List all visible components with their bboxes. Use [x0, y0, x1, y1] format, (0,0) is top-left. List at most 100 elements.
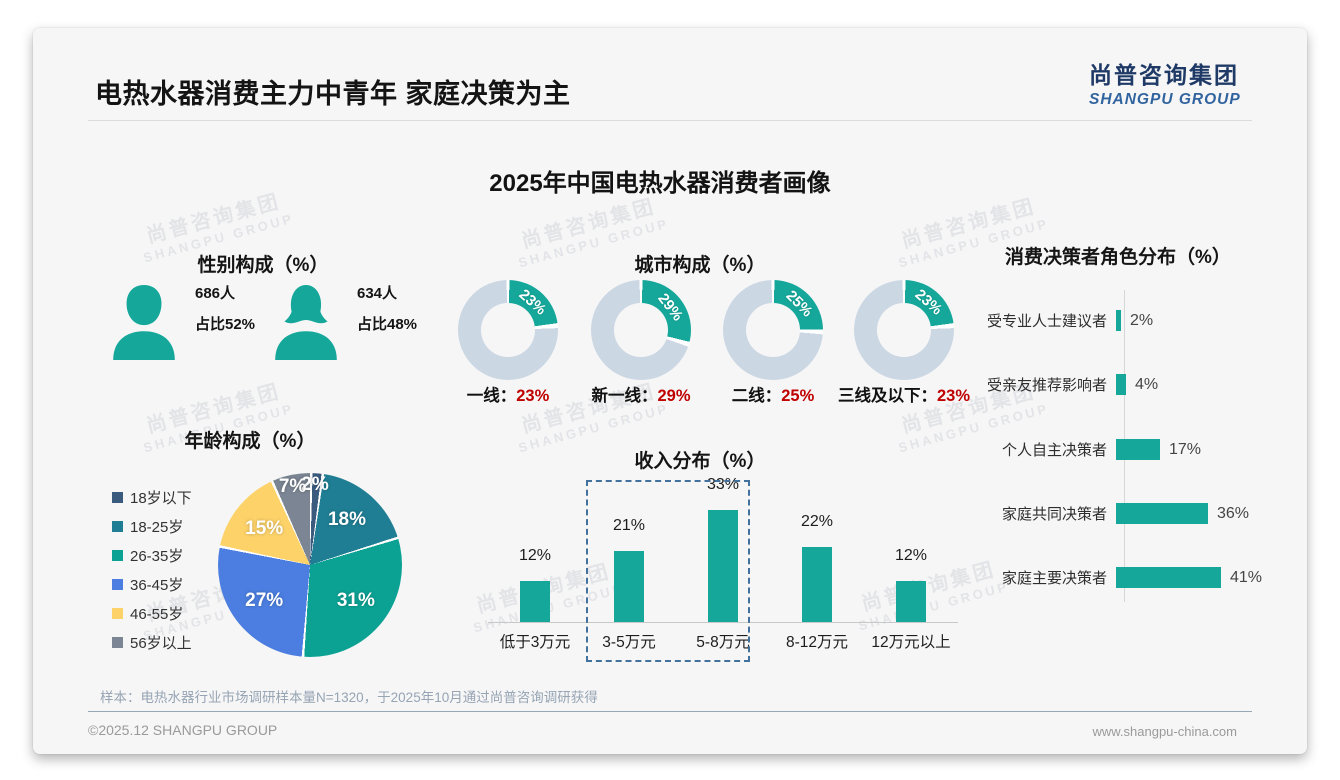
city-value: 29% [657, 387, 691, 405]
pie-data-label: 15% [245, 518, 284, 540]
pie-data-label: 27% [245, 589, 284, 611]
legend-swatch [112, 579, 123, 590]
decision-bar [1116, 503, 1208, 524]
legend-label: 46-55岁 [130, 606, 184, 623]
decision-value-label: 4% [1135, 375, 1159, 393]
city-donut-caption: 一线：23% [418, 382, 598, 406]
female-icon [275, 285, 337, 360]
female-count: 634人 [357, 285, 398, 302]
city-label: 三线及以下： [837, 387, 937, 405]
age-pie-legend: 18岁以下 18-25岁 26-35岁 36-45岁 46-55岁 56岁以上 [112, 483, 192, 657]
female-stats: 634人 占比48% [357, 278, 417, 340]
legend-label: 26-35岁 [130, 548, 184, 565]
pie-data-label: 2% [301, 474, 329, 496]
city-donut: 23% [458, 280, 558, 380]
pie-data-label: 7% [278, 475, 307, 497]
donut-hole [746, 303, 800, 357]
income-category-label: 低于3万元 [499, 634, 571, 651]
income-bar [708, 510, 738, 622]
report-card: 尚普咨询集团 SHANGPU GROUP 尚普咨询集团 SHANGPU GROUP 尚普… [33, 28, 1307, 754]
city-donut-caption: 二线：25% [683, 382, 863, 406]
donut-hole [614, 303, 668, 357]
decision-value-label: 17% [1169, 440, 1202, 458]
decision-value-label: 2% [1130, 311, 1154, 329]
gender-section-title: 性别构成（%） [197, 255, 329, 276]
income-baseline [488, 622, 958, 623]
city-value: 23% [516, 387, 550, 405]
decision-row: 受亲友推荐影响者 4% [963, 374, 1307, 395]
income-bar-slot: 21% [582, 517, 676, 622]
legend-item: 36-45岁 [112, 570, 192, 599]
decision-bar [1116, 310, 1121, 331]
legend-item: 18-25岁 [112, 512, 192, 541]
legend-label: 18岁以下 [130, 490, 192, 507]
legend-item: 18岁以下 [112, 483, 192, 512]
pie-data-label: 18% [327, 509, 366, 531]
income-bar [896, 581, 926, 622]
income-section-title: 收入分布（%） [634, 451, 766, 472]
decision-category-label: 家庭主要决策者 [1001, 570, 1107, 587]
decision-row: 家庭主要决策者 41% [963, 567, 1307, 588]
city-label: 新一线： [591, 387, 658, 405]
decision-value-label: 36% [1217, 504, 1250, 522]
age-pie-chart: 2% 18% 31% 27% 15% 7% [218, 473, 402, 657]
decision-bar [1116, 567, 1221, 588]
income-bar-slot: 12% [488, 547, 582, 622]
income-bar-slot: 33% [676, 476, 770, 622]
decision-bar [1116, 374, 1126, 395]
income-bar-slot: 22% [770, 513, 864, 622]
city-donut-caption: 三线及以下：23% [814, 382, 994, 406]
income-category-label: 8-12万元 [785, 634, 849, 651]
income-bar-chart: 12% 21% 33% 22% 12% 低于3万元 3-5万元 5-8万元 8-12万元 12万… [488, 476, 958, 662]
city-value: 23% [936, 387, 971, 405]
city-section-title: 城市构成（%） [634, 255, 766, 276]
income-bar [614, 551, 644, 622]
decision-bar-chart: 受专业人士建议者 2% 受亲友推荐影响者 4% 个人自主决策者 17% 家庭共同决策者 36%… [963, 290, 1307, 620]
header-divider [88, 120, 1252, 121]
website-text: www.shangpu-china.com [1092, 724, 1237, 739]
decision-row: 家庭共同决策者 36% [963, 503, 1307, 524]
income-value-label: 22% [800, 513, 834, 530]
income-categories: 低于3万元 3-5万元 5-8万元 8-12万元 12万元以上 [488, 623, 958, 652]
decision-value-label: 41% [1230, 568, 1263, 586]
legend-label: 36-45岁 [130, 577, 184, 594]
income-bar [520, 581, 550, 622]
city-label: 二线： [731, 387, 782, 405]
logo-chinese-text: 尚普咨询集团 [1089, 62, 1239, 88]
footer-divider [88, 711, 1252, 712]
city-label: 一线： [466, 387, 517, 405]
city-donut: 23% [854, 280, 954, 380]
decision-section-title: 消费决策者角色分布（%） [1005, 247, 1231, 268]
income-highlight-box [586, 480, 750, 662]
income-bars: 12% 21% 33% 22% 12% [488, 476, 958, 622]
copyright-text: ©2025.12 SHANGPU GROUP [88, 722, 278, 738]
legend-swatch [112, 492, 123, 503]
city-donut: 25% [723, 280, 823, 380]
donut-hole [877, 303, 931, 357]
income-bar-slot: 12% [864, 547, 958, 622]
income-value-label: 12% [894, 547, 928, 564]
legend-item: 26-35岁 [112, 541, 192, 570]
decision-category-label: 家庭共同决策者 [1001, 506, 1107, 523]
male-stats: 686人 占比52% [195, 278, 255, 340]
male-count: 686人 [195, 285, 236, 302]
legend-swatch [112, 521, 123, 532]
legend-item: 46-55岁 [112, 599, 192, 628]
male-icon [113, 285, 175, 360]
chart-main-title: 2025年中国电热水器消费者画像 [489, 170, 831, 197]
legend-swatch [112, 637, 123, 648]
donut-hole [481, 303, 535, 357]
decision-row: 受专业人士建议者 2% [963, 310, 1307, 331]
legend-item: 56岁以上 [112, 628, 192, 657]
female-share: 占比48% [357, 316, 418, 333]
decision-row: 个人自主决策者 17% [963, 439, 1307, 460]
decision-category-label: 个人自主决策者 [1001, 442, 1107, 459]
age-section-title: 年龄构成（%） [184, 431, 316, 452]
city-value: 25% [781, 387, 815, 405]
city-donut-caption: 新一线：29% [551, 382, 731, 406]
income-category-label: 3-5万元 [602, 634, 656, 651]
logo-english-text: SHANGPU GROUP [1089, 91, 1241, 108]
company-logo: 尚普咨询集团 SHANGPU GROUP [1089, 56, 1241, 109]
decision-category-label: 受专业人士建议者 [986, 313, 1107, 330]
legend-label: 18-25岁 [130, 519, 184, 536]
